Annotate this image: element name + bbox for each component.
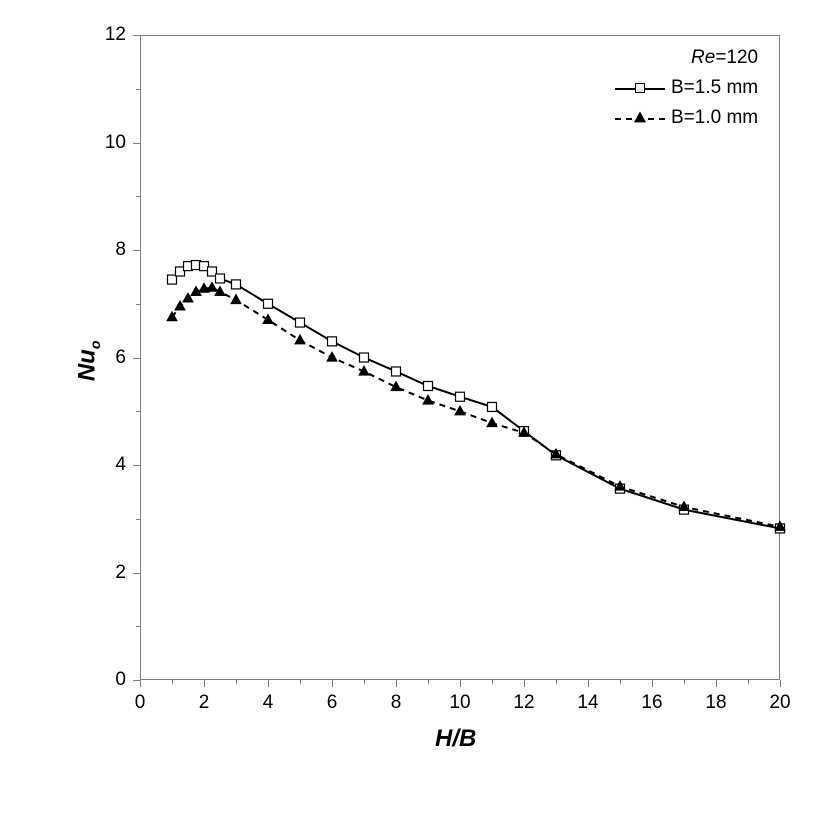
x-tick-label: 12 [513,692,534,714]
y-axis-label-main: Nu [73,349,100,381]
y-axis-label: Nuo [73,340,103,381]
x-tick-label: 10 [449,692,470,714]
x-tick-label: 16 [641,692,662,714]
legend-text-2: B=1.0 mm [671,107,758,129]
y-tick-label: 8 [115,239,126,261]
x-tick-label: 14 [577,692,598,714]
x-tick-label: 8 [391,692,402,714]
legend-item-series-2: B=1.0 mm [615,105,758,131]
y-tick-label: 0 [115,669,126,691]
x-tick-label: 0 [135,692,146,714]
x-tick-label: 18 [705,692,726,714]
legend-item-series-1: B=1.5 mm [615,75,758,101]
y-tick-label: 12 [105,24,126,46]
x-tick-label: 2 [199,692,210,714]
legend-line-2 [615,108,665,128]
y-tick-label: 6 [115,347,126,369]
y-tick-label: 10 [105,132,126,154]
legend-text-1: B=1.5 mm [671,77,758,99]
x-axis-label: H/B [435,725,476,753]
chart-container: Nuo H/B Re=120 B=1.5 mm B=1.0 mm 0 2 4 6 8 10… [50,20,790,780]
legend-title: Re=120 [615,47,758,69]
x-tick-label: 20 [769,692,790,714]
legend: Re=120 B=1.5 mm B=1.0 mm [615,47,758,135]
legend-line-1 [615,78,665,98]
y-tick-label: 4 [115,454,126,476]
y-tick-label: 2 [115,562,126,584]
x-tick-label: 6 [327,692,338,714]
x-tick-label: 4 [263,692,274,714]
y-axis-label-sub: o [87,340,103,349]
